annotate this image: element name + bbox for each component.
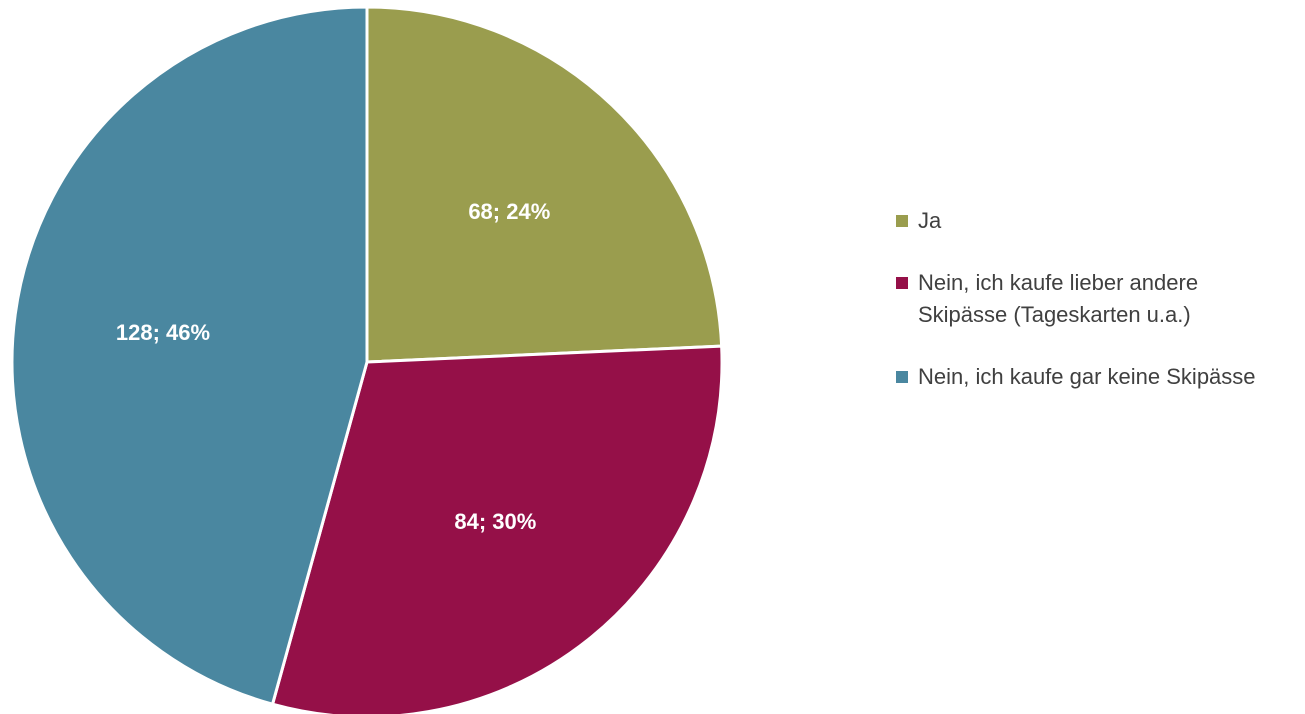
legend-swatch	[896, 215, 908, 227]
data-label: 84; 30%	[454, 509, 536, 534]
legend-swatch	[896, 277, 908, 289]
legend-item: Ja	[896, 205, 1256, 237]
legend-label: Ja	[918, 208, 942, 233]
data-label: 128; 46%	[116, 320, 210, 345]
pie-slice	[270, 344, 724, 714]
pie-slice	[10, 5, 369, 707]
legend: Ja Nein, ich kaufe lieber andere Skipässe…	[896, 205, 1256, 423]
legend-label: Nein, ich kaufe lieber andere Skipässe (…	[918, 270, 1199, 327]
legend-swatch	[896, 371, 908, 383]
legend-label: Nein, ich kaufe gar keine Skipässe	[918, 364, 1256, 389]
pie-area: 68; 24% 84; 30% 128; 46%	[10, 5, 724, 714]
data-label: 68; 24%	[468, 199, 550, 224]
legend-item: Nein, ich kaufe gar keine Skipässe	[896, 361, 1256, 393]
legend-item: Nein, ich kaufe lieber andere Skipässe (…	[896, 267, 1256, 331]
pie-slice	[365, 5, 724, 364]
